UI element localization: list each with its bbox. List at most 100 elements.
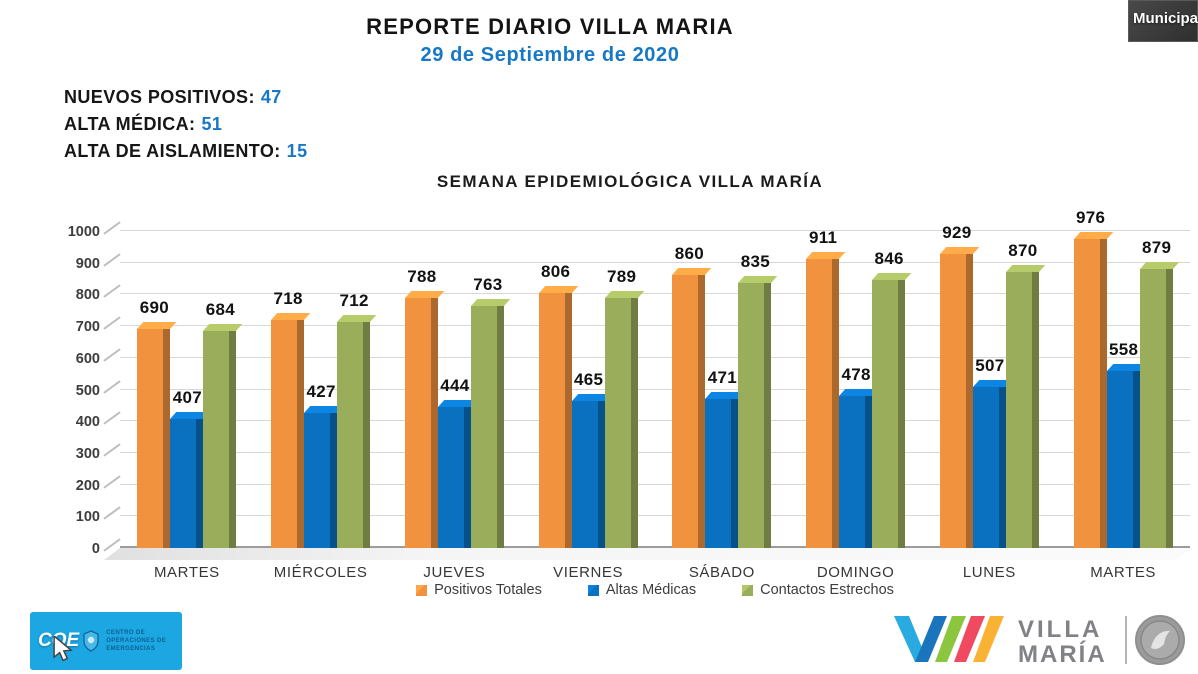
y-axis-label: 700 <box>75 319 100 336</box>
bar-altas-m-dicas <box>705 391 745 548</box>
y-axis-tick <box>103 411 121 425</box>
bar-positivos-totales <box>137 322 177 548</box>
x-axis-label-martes: MARTES <box>153 564 220 581</box>
y-axis-tick <box>103 474 121 489</box>
x-axis-line <box>120 546 1190 548</box>
y-axis-tick <box>103 443 121 457</box>
y-axis-label: 300 <box>75 445 100 462</box>
x-axis-label-domingo: DOMINGO <box>816 564 895 581</box>
bar-value-label: 690 <box>139 298 169 318</box>
bar-top-face <box>872 272 912 280</box>
video-participant-thumbnail[interactable]: Municipa <box>1128 0 1198 42</box>
stat-label: ALTA MÉDICA: <box>64 114 196 134</box>
legend-swatch-icon <box>742 584 754 596</box>
y-axis-label: 200 <box>75 477 100 494</box>
legend-label: Positivos Totales <box>434 582 542 598</box>
bar-top-face <box>538 285 578 293</box>
bar-positivos-totales <box>538 285 578 548</box>
coe-name-line: OPERACIONES DE <box>106 638 167 644</box>
report-title: REPORTE DIARIO VILLA MARIA <box>366 14 734 39</box>
bar-contactos-estrechos <box>470 299 511 548</box>
x-axis-label-jueves: JUEVES <box>423 564 486 581</box>
y-axis-label: 800 <box>75 287 100 304</box>
bar-positivos-totales <box>806 252 846 548</box>
bar-value-label: 465 <box>573 369 604 389</box>
bar-value-label: 911 <box>808 228 838 248</box>
bar-value-label: 835 <box>740 252 770 272</box>
mouse-cursor-icon <box>53 636 73 662</box>
vm-word-line2: MARÍA <box>1018 640 1107 668</box>
bar-contactos-estrechos <box>337 315 377 548</box>
vm-word-line1: VILLA <box>1018 616 1102 643</box>
bar-value-label: 788 <box>407 267 437 287</box>
y-axis-tick <box>103 221 121 235</box>
bar-contactos-estrechos <box>1005 265 1046 548</box>
coe-name-line: EMERGENCIAS <box>106 646 156 652</box>
legend-swatch-icon <box>416 584 428 596</box>
daily-stats: NUEVOS POSITIVOS: 47 ALTA MÉDICA: 51 ALTA … <box>64 84 307 165</box>
bar-top-face <box>939 246 980 254</box>
bar-value-label: 507 <box>975 356 1005 376</box>
bar-value-label: 712 <box>339 291 369 311</box>
legend-item-contactos-estrechos: Contactos Estrechos <box>742 582 894 598</box>
bar-top-face <box>404 291 445 299</box>
y-axis-tick <box>103 379 121 394</box>
stat-alta-medica: ALTA MÉDICA: 51 <box>64 111 307 138</box>
gridline <box>120 356 1190 358</box>
chart-floor <box>104 548 1192 560</box>
gridline <box>120 451 1190 453</box>
gridline <box>120 293 1190 295</box>
gridline <box>120 515 1190 517</box>
y-axis-tick <box>103 506 121 520</box>
bar-value-label: 763 <box>473 275 503 295</box>
bar-contactos-estrechos <box>604 290 644 548</box>
vm-monogram <box>894 616 1004 662</box>
bar-top-face <box>1139 262 1179 270</box>
y-axis-label: 0 <box>91 541 100 557</box>
bar-altas-m-dicas <box>839 389 879 548</box>
bar-contactos-estrechos <box>1139 262 1179 548</box>
bar-value-label: 860 <box>674 244 704 264</box>
bar-contactos-estrechos <box>872 272 912 548</box>
y-axis-label: 400 <box>75 414 100 431</box>
bar-value-label: 444 <box>440 376 470 396</box>
legend-swatch-icon <box>587 584 599 596</box>
coe-name-line: CENTRO DE <box>106 630 146 636</box>
stat-label: ALTA DE AISLAMIENTO: <box>64 141 281 161</box>
legend-item-altas-m-dicas: Altas Médicas <box>587 582 697 598</box>
bar-top-face <box>470 299 511 307</box>
x-axis-label-miércoles: MIÉRCOLES <box>273 564 368 581</box>
bar-top-face <box>137 322 177 330</box>
gridline <box>120 230 1190 231</box>
legend-label: Altas Médicas <box>605 582 697 598</box>
bar-top-face <box>604 290 644 298</box>
bar-value-label: 976 <box>1075 207 1106 227</box>
bar-contactos-estrechos <box>203 324 243 548</box>
plot-area: 0 100 200 300 400 500 600 700 800 900 1000 MARTES MI… <box>68 208 1190 581</box>
bar-altas-m-dicas <box>571 393 611 548</box>
bar-altas-m-dicas <box>1106 364 1146 548</box>
stat-value: 47 <box>260 87 282 107</box>
bar-top-face <box>337 315 377 323</box>
chart-legend: Positivos Totales Altas Médicas Contactos … <box>120 582 1190 598</box>
chart-title: SEMANA EPIDEMIOLÓGICA VILLA MARÍA <box>436 172 824 191</box>
y-axis-label: 1000 <box>67 224 100 240</box>
bar-positivos-totales <box>939 246 980 548</box>
gridline <box>120 261 1190 263</box>
x-axis-label-lunes: LUNES <box>962 564 1016 581</box>
bar-top-face <box>203 324 243 332</box>
bar-positivos-totales <box>1073 231 1113 548</box>
bar-value-label: 558 <box>1108 340 1139 360</box>
bar-altas-m-dicas <box>437 400 478 548</box>
y-axis-tick <box>103 284 121 299</box>
bar-positivos-totales <box>672 268 712 548</box>
x-axis-label-sábado: SÁBADO <box>688 564 755 581</box>
shield-icon <box>83 630 99 652</box>
bar-value-label: 846 <box>874 248 904 268</box>
y-axis-tick <box>103 348 121 362</box>
bar-value-label: 471 <box>707 367 737 387</box>
y-axis-label: 900 <box>75 255 100 272</box>
bar-value-label: 789 <box>606 266 637 286</box>
bar-top-face <box>738 276 778 284</box>
